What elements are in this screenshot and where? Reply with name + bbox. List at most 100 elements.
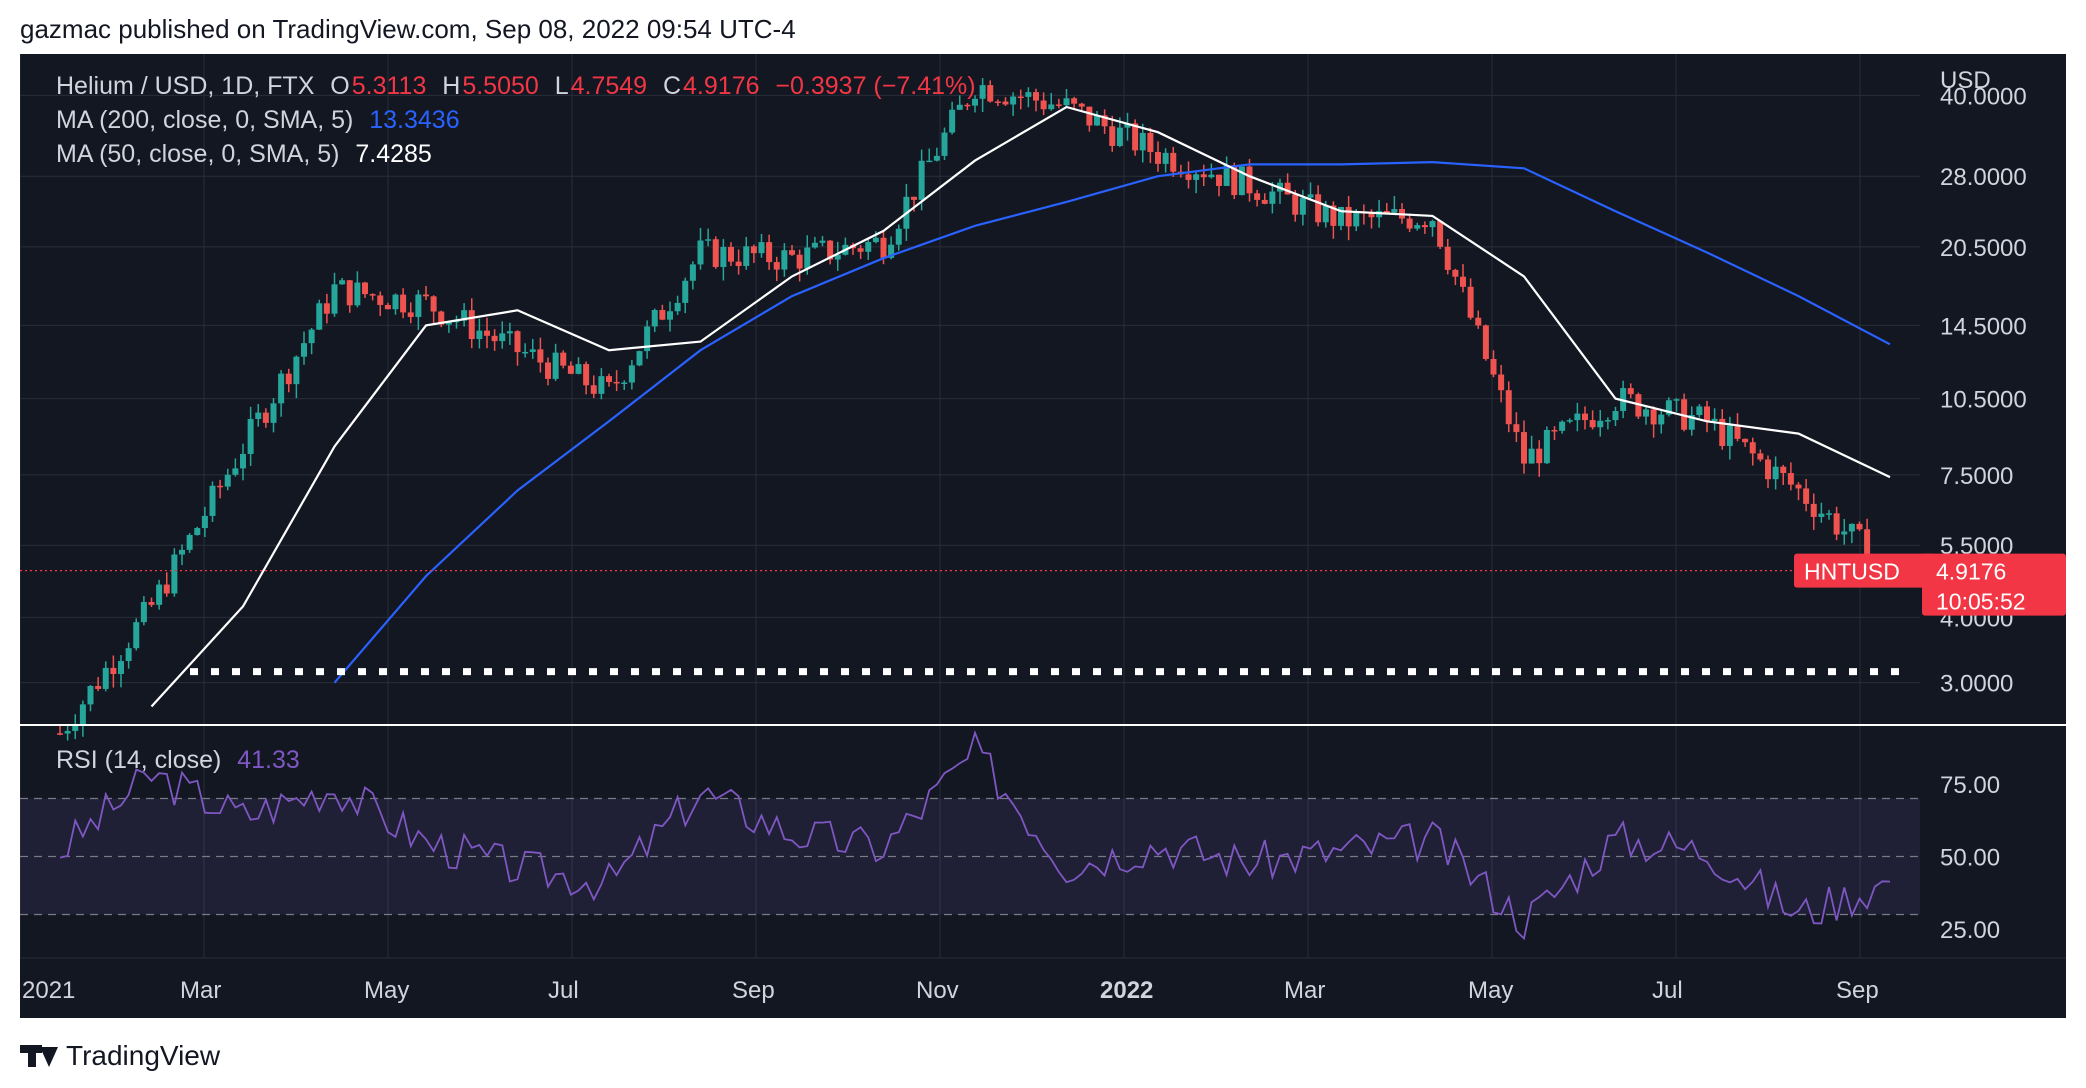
candle-body: [1765, 459, 1771, 480]
candle-body: [804, 247, 811, 269]
candle-body: [941, 132, 948, 156]
candle-body: [1086, 106, 1093, 126]
candle-body: [1200, 174, 1207, 178]
time-tick-label: Nov: [916, 977, 959, 1004]
candle-body: [1063, 98, 1070, 106]
candle-body: [1513, 424, 1520, 433]
candle-body: [1444, 246, 1451, 270]
publish-header: gazmac published on TradingView.com, Sep…: [20, 14, 796, 44]
candle-body: [735, 261, 742, 266]
tradingview-logo-icon: [20, 1043, 58, 1069]
candle-body: [537, 349, 544, 363]
support-line: [20, 570, 1920, 676]
candle-body: [1711, 418, 1718, 421]
candle-body: [1368, 213, 1375, 218]
candles: [57, 78, 1886, 741]
candle-body: [621, 382, 628, 385]
candle-body: [79, 704, 86, 726]
symbol-tag: [1794, 553, 1934, 588]
candle-body: [911, 196, 917, 200]
candle-body: [1521, 432, 1527, 464]
candle-body: [163, 584, 170, 594]
candle-body: [384, 304, 391, 310]
price-tick-label: 20.5000: [1940, 235, 2027, 262]
candle-body: [57, 733, 63, 735]
candle-body: [1673, 399, 1680, 401]
close-label: C: [662, 72, 682, 100]
candle-body: [1597, 420, 1604, 428]
candle-body: [1345, 206, 1352, 227]
candle-body: [1010, 96, 1017, 105]
candle-body: [118, 661, 124, 674]
candle-body: [369, 294, 376, 296]
candle-body: [438, 311, 445, 325]
candle-body: [1665, 400, 1672, 415]
change-value: −0.3937 (−7.41%): [775, 72, 976, 100]
candle-body: [1650, 409, 1657, 425]
price-unit-label: USD: [1940, 67, 1991, 94]
candle-body: [1193, 174, 1200, 180]
candle-body: [1604, 420, 1611, 422]
candle-body: [1803, 488, 1810, 504]
candle-body: [1223, 165, 1230, 186]
candle-body: [1338, 206, 1344, 226]
candle-body: [575, 364, 582, 374]
candle-body: [1116, 127, 1123, 146]
candle-body: [194, 528, 201, 535]
ma200-line: [333, 160, 1891, 684]
candle-body: [1528, 448, 1535, 464]
candle-body: [613, 381, 620, 384]
candle-body: [689, 264, 696, 281]
candle-body: [956, 104, 963, 110]
candle-body: [156, 584, 163, 605]
candle-body: [728, 246, 734, 262]
candle-body: [1055, 104, 1062, 106]
candle-body: [1238, 166, 1245, 196]
candle-body: [651, 310, 658, 327]
candle-body: [445, 321, 452, 325]
candle-body: [888, 244, 895, 258]
candle-body: [1124, 123, 1131, 128]
candle-body: [1391, 209, 1398, 213]
rsi-legend: RSI (14, close) 41.33: [56, 746, 302, 775]
candle-body: [1246, 166, 1253, 194]
candle-body: [712, 239, 719, 267]
candle-body: [598, 376, 605, 394]
candle-body: [339, 280, 346, 285]
candle-body: [1490, 359, 1497, 375]
candle-body: [1864, 529, 1871, 567]
candle-body: [430, 296, 437, 312]
rsi-tick-label: 75.00: [1940, 772, 2000, 799]
candle-body: [1795, 484, 1802, 489]
candle-body: [506, 331, 513, 334]
candle-body: [1726, 425, 1733, 446]
candle-body: [293, 356, 300, 385]
candle-body: [499, 333, 506, 342]
ma50-legend: MA (50, close, 0, SMA, 5) 7.4285: [56, 140, 434, 169]
candle-body: [720, 246, 727, 267]
price-tick-label: 14.5000: [1940, 313, 2027, 340]
chart-svg[interactable]: 40.0000 28.0000 20.5000 14.5000 10.5000 7.500…: [20, 54, 2066, 1018]
candle-body: [270, 403, 277, 423]
candle-body: [186, 534, 193, 550]
candle-body: [1002, 101, 1009, 105]
low-value: 4.7549: [570, 72, 648, 100]
candle-body: [87, 686, 94, 705]
ma200-value: 13.3436: [369, 106, 460, 134]
candle-body: [827, 240, 834, 260]
candle-body: [1551, 429, 1558, 432]
candle-body: [1719, 418, 1726, 446]
candle-body: [1704, 406, 1710, 421]
candle-body: [331, 284, 338, 314]
candle-body: [644, 326, 651, 352]
candle-body: [1216, 174, 1222, 186]
candle-body: [1467, 286, 1474, 318]
candle-body: [1559, 421, 1566, 431]
candle-body: [1132, 123, 1139, 151]
price-tick-label: 3.0000: [1940, 671, 2013, 698]
high-value: 5.5050: [462, 72, 539, 100]
candle-body: [964, 104, 971, 107]
candle-body: [476, 330, 483, 340]
chart-panel[interactable]: 40.0000 28.0000 20.5000 14.5000 10.5000 7.500…: [20, 54, 2066, 1018]
candle-body: [308, 329, 315, 344]
